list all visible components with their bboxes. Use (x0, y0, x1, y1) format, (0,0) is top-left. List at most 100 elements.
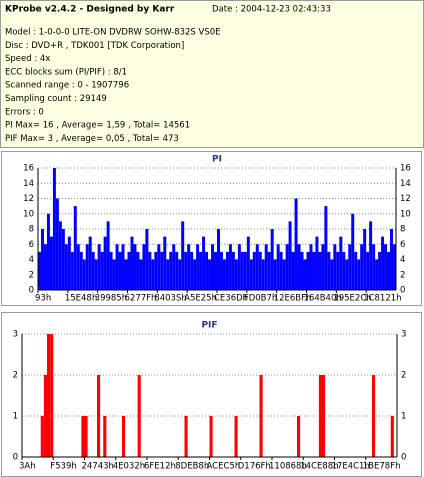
bar (175, 251, 179, 290)
bar (342, 251, 346, 290)
bar (205, 251, 209, 290)
x-tick-label: ACEC5h (207, 462, 241, 472)
bar (217, 229, 220, 290)
bar (40, 416, 44, 457)
bar (354, 251, 358, 290)
y-tick-label: 0 (13, 453, 18, 463)
y-tick-label: 12 (23, 194, 34, 204)
bar (136, 251, 140, 290)
bar (127, 251, 131, 290)
y-tick-label-right: 0 (400, 286, 405, 296)
y-tick-label-right: 14 (400, 179, 411, 189)
bar (270, 229, 274, 290)
bar (219, 251, 223, 290)
bar (330, 259, 334, 290)
x-tick-label: 195E2Ch (333, 294, 371, 304)
bar (76, 244, 80, 290)
bar (333, 244, 337, 290)
bar (115, 244, 119, 290)
bar (214, 251, 217, 290)
x-tick-label: CE36Dh (214, 294, 248, 304)
bar (231, 251, 235, 290)
bar (196, 244, 200, 290)
bar (81, 416, 85, 457)
y-tick-label: 2 (29, 270, 34, 280)
bar (199, 251, 203, 290)
x-tick-label: A5E25h (184, 294, 217, 304)
x-tick-label: 164B40h (304, 294, 342, 304)
bar (282, 259, 286, 290)
bar (67, 236, 71, 290)
bar (145, 229, 149, 290)
x-tick-label: 1BE78Fh (363, 462, 401, 472)
bar (372, 375, 376, 457)
bar (169, 251, 173, 290)
bar (228, 244, 232, 290)
bar (345, 259, 349, 290)
info-line: Model : 1-0-0-0 LITE-ON DVDRW SOHW-832S … (5, 28, 221, 38)
bar (43, 244, 47, 290)
app-title: KProbe v2.4.2 - Designed by Karr (5, 5, 175, 15)
bar (84, 416, 88, 457)
y-tick-label-right: 10 (400, 209, 411, 219)
bar (384, 244, 388, 290)
bar (122, 416, 126, 457)
bar (190, 251, 194, 290)
bar (375, 259, 379, 290)
x-tick-label: 39985h (95, 294, 127, 304)
y-tick-label-right: 2 (401, 371, 406, 381)
bar (222, 259, 226, 290)
bar (163, 236, 167, 290)
bar (52, 168, 56, 290)
y-tick-label: 1 (13, 412, 18, 422)
bar (40, 229, 44, 290)
x-tick-label: F539h (50, 462, 77, 472)
x-tick-label: FD0B7h (244, 294, 277, 304)
y-tick-label-right: 3 (401, 330, 406, 340)
bar (372, 244, 376, 290)
y-tick-label-right: 8 (400, 225, 405, 235)
bar (137, 375, 141, 457)
bar (267, 251, 271, 290)
info-line: PI Max= 16 , Average= 1,59 , Total= 1456… (5, 121, 190, 131)
bar (261, 259, 265, 290)
bar (118, 251, 122, 290)
bar (211, 244, 215, 290)
bar (133, 244, 137, 290)
bar (142, 244, 146, 290)
bar (46, 213, 50, 290)
y-tick-label: 4 (29, 255, 34, 265)
bar (139, 259, 143, 290)
bar (148, 251, 152, 290)
y-tick-label: 16 (23, 164, 34, 174)
bar (49, 236, 53, 290)
bar (82, 259, 86, 290)
y-tick-label-right: 16 (400, 164, 411, 174)
bar (366, 251, 370, 290)
bar (390, 229, 394, 290)
info-line: Sampling count : 29149 (5, 94, 107, 104)
y-tick-label-right: 1 (401, 412, 406, 422)
info-line: Disc : DVD+R , TDK001 [TDK Corporation] (5, 41, 184, 51)
bar (193, 259, 197, 290)
info-line: PIF Max= 3 , Average= 0,05 , Total= 473 (5, 134, 179, 144)
bar (249, 259, 253, 290)
bar (43, 375, 47, 457)
y-tick-label: 2 (13, 371, 18, 381)
bar (209, 416, 213, 457)
bar (112, 259, 116, 290)
scan-date: Date : 2004-12-23 02:43:33 (212, 5, 331, 15)
bar (124, 259, 128, 290)
x-tick-label: 15E48h (65, 294, 97, 304)
bar (184, 251, 188, 290)
bar (187, 244, 191, 290)
x-tick-label: 12E6BFh (274, 294, 312, 304)
bar (178, 259, 182, 290)
bar (246, 236, 250, 290)
bar (315, 236, 319, 290)
x-tick-label: 3Ah (19, 462, 36, 472)
bar (264, 244, 268, 290)
x-tick-label: 4E032h (113, 462, 145, 472)
bar (294, 198, 298, 290)
x-tick-label: 93h (35, 294, 51, 304)
